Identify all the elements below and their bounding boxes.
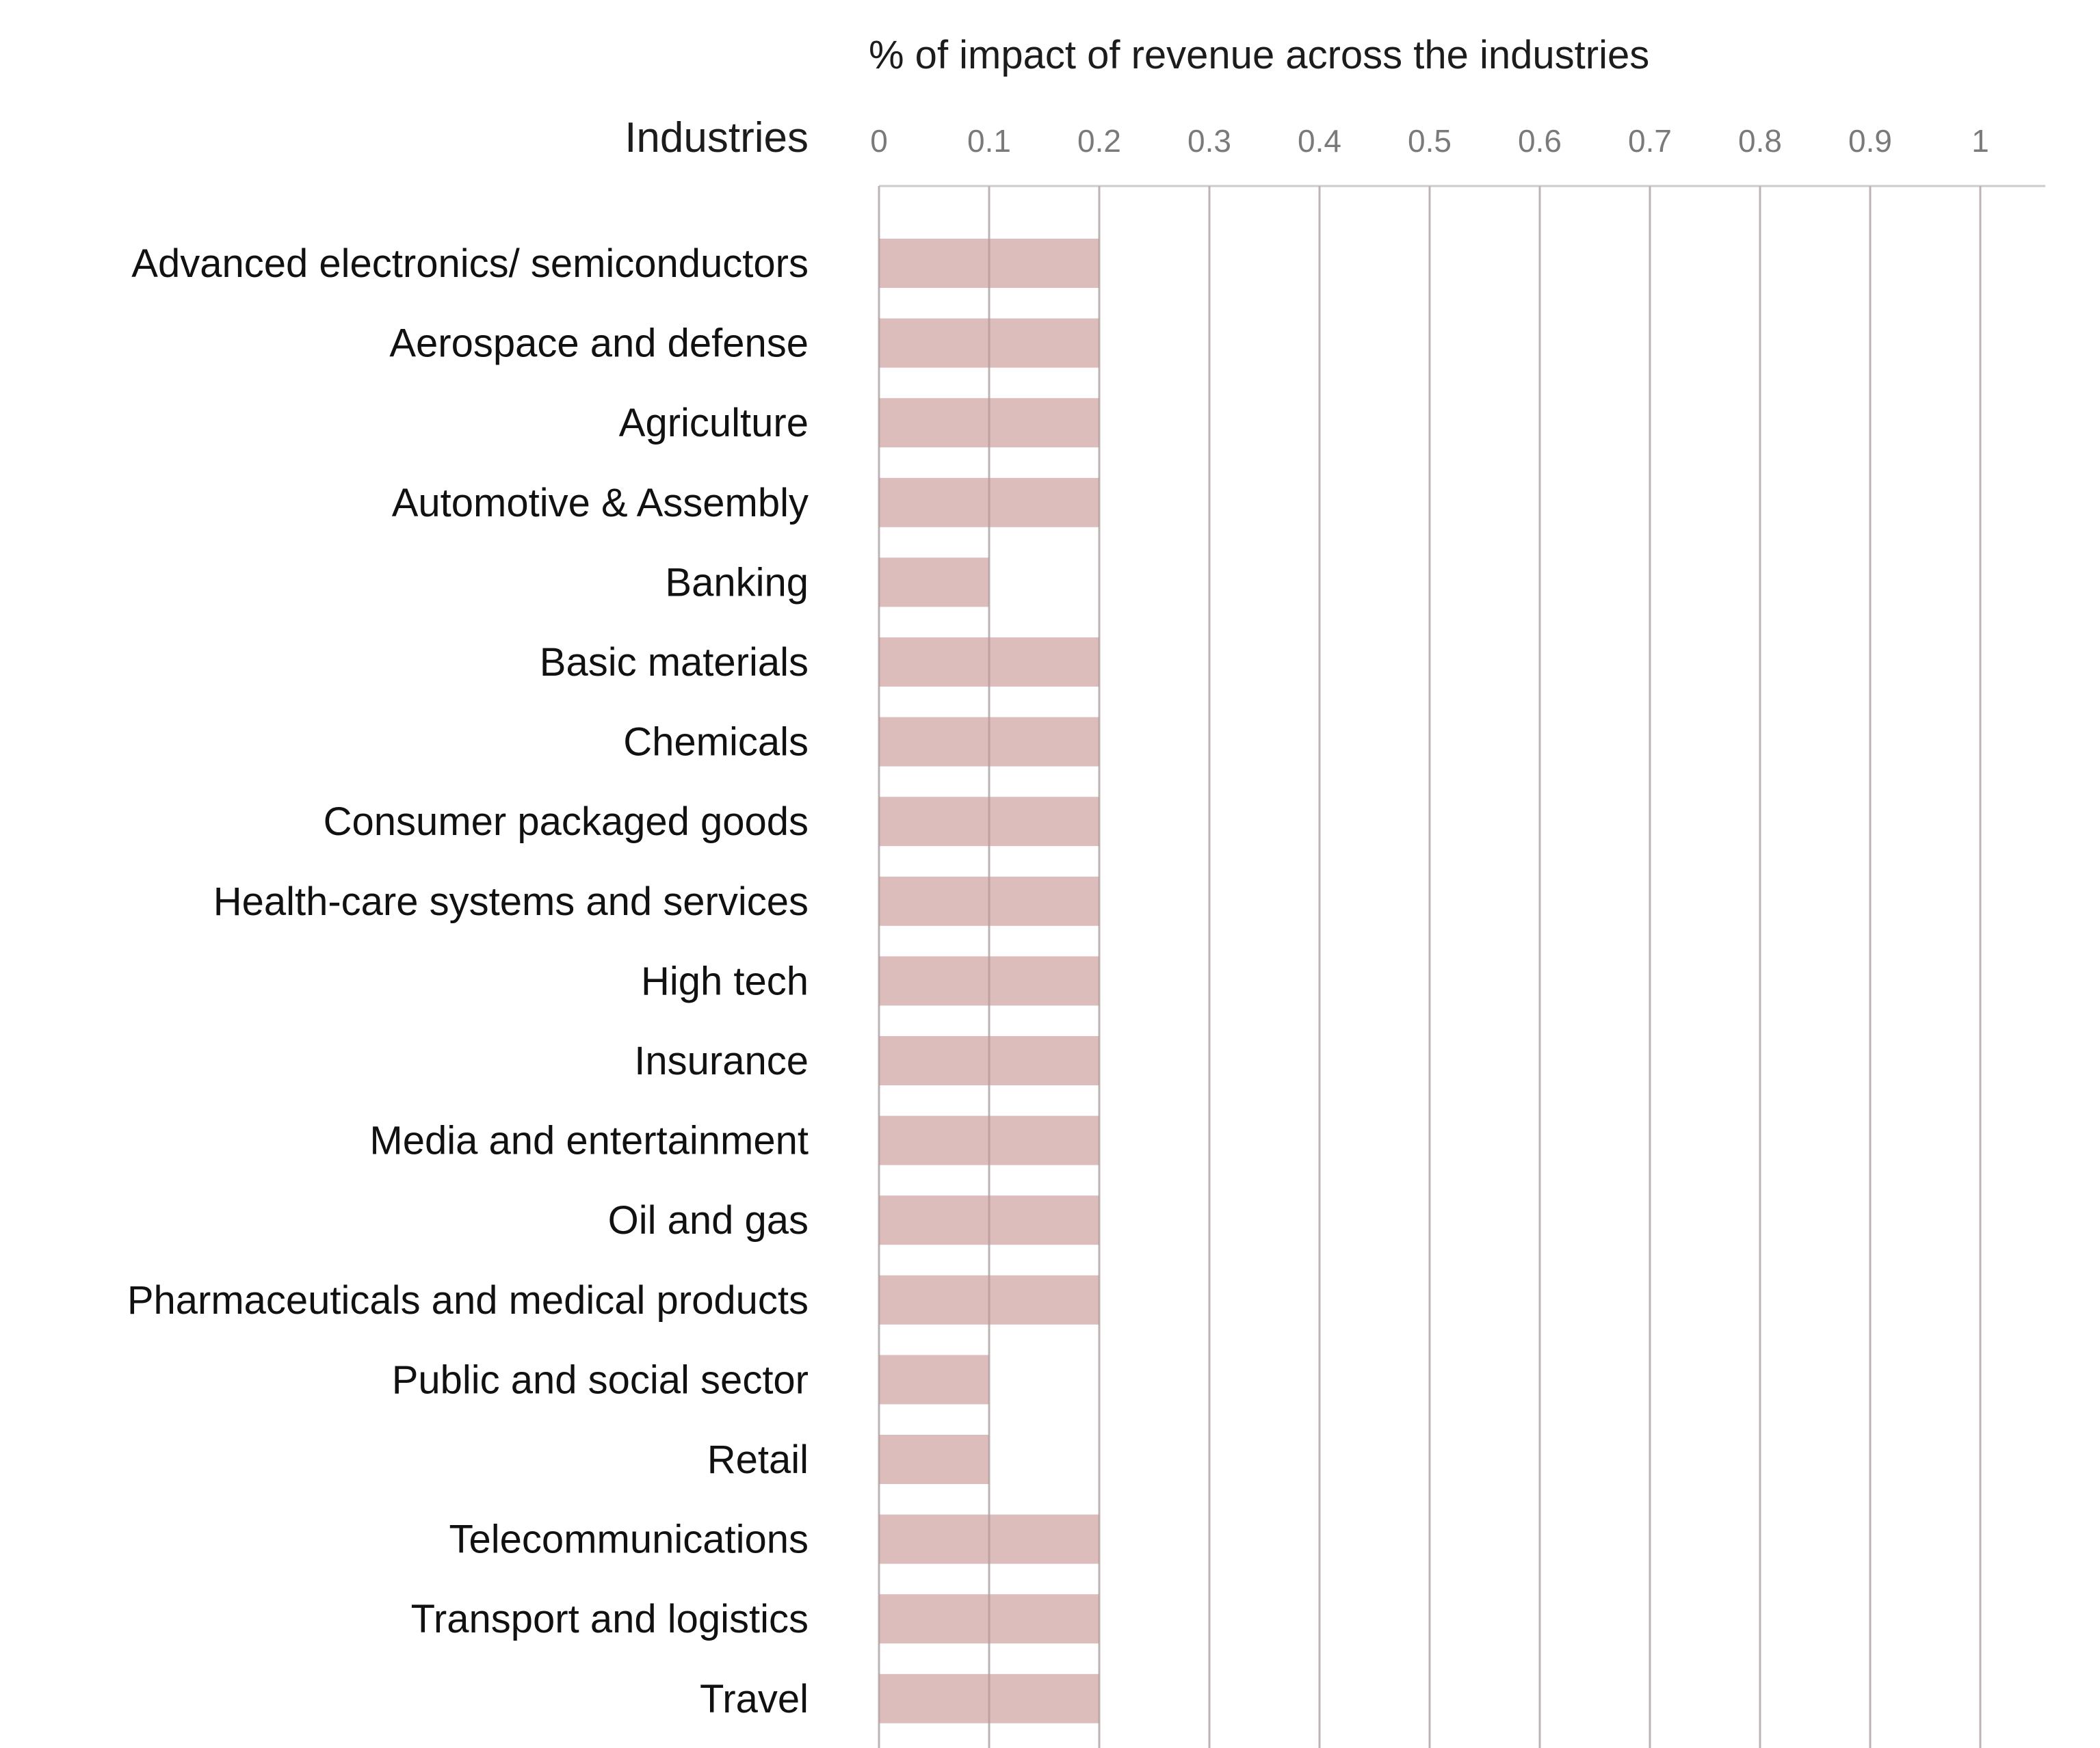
x-tick-label: 0 [870,123,888,159]
bar [879,557,989,607]
category-label: Banking [665,560,809,605]
category-label: Insurance [634,1039,809,1083]
x-tick-label: 0.8 [1738,123,1782,159]
x-tick-label: 0.7 [1628,123,1672,159]
category-label: Advanced electronics/ semiconductors [131,241,809,286]
category-label: Chemicals [623,720,809,765]
x-tick-label: 0.3 [1187,123,1231,159]
bar [879,797,1099,847]
category-label: Retail [707,1438,809,1482]
category-label: Transport and logistics [411,1597,809,1641]
category-axis-label: Industries [625,114,809,161]
bar [879,1036,1099,1085]
bar [879,1514,1099,1564]
bar [879,956,1099,1006]
category-label: Consumer packaged goods [324,799,809,844]
category-label: Oil and gas [608,1198,809,1243]
bar [879,717,1099,767]
bar [879,876,1099,926]
category-label: Basic materials [540,640,809,685]
bar [879,1195,1099,1245]
category-label: Aerospace and defense [389,321,809,366]
category-label: Travel [700,1677,809,1721]
bar [879,637,1099,687]
bar [879,1355,989,1405]
bar [879,477,1099,527]
category-label: Telecommunications [449,1518,809,1562]
bar [879,318,1099,368]
category-label: Agriculture [619,401,809,445]
bars [879,239,1099,1723]
bar [879,1673,1099,1723]
x-tick-labels: 0 0.1 0.2 0.3 0.4 0.5 0.6 0.7 0.8 0.9 1 [870,123,1989,159]
bar [879,239,1099,288]
category-label: Health-care systems and services [213,879,809,924]
bar [879,1594,1099,1644]
category-label: Media and entertainment [369,1119,809,1163]
category-label: High tech [641,959,809,1003]
x-tick-label: 0.1 [967,123,1011,159]
x-tick-label: 0.5 [1408,123,1452,159]
x-tick-label: 1 [1971,123,1989,159]
x-tick-label: 0.2 [1077,123,1121,159]
bar [879,1435,989,1484]
x-tick-label: 0.4 [1298,123,1341,159]
category-label: Automotive & Assembly [392,481,809,525]
category-label: Pharmaceuticals and medical products [127,1278,809,1323]
chart-title: % of impact of revenue across the indust… [869,33,1649,77]
category-label: Public and social sector [392,1358,809,1402]
bar [879,1275,1099,1325]
gridlines-overlay [878,186,1982,1748]
category-labels: Advanced electronics/ semiconductors Aero… [127,241,809,1721]
x-tick-label: 0.9 [1848,123,1892,159]
x-tick-label: 0.6 [1518,123,1562,159]
bar [879,1115,1099,1165]
bar [879,398,1099,448]
